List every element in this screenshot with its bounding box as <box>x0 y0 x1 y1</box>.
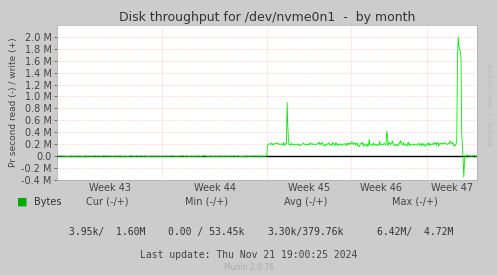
Text: 3.30k/379.76k: 3.30k/379.76k <box>267 227 344 237</box>
Text: 3.95k/  1.60M: 3.95k/ 1.60M <box>69 227 145 237</box>
Text: Bytes: Bytes <box>34 197 61 207</box>
Text: RRDTOOL / TOBI OETIKER: RRDTOOL / TOBI OETIKER <box>489 63 494 146</box>
Text: ■: ■ <box>17 197 28 207</box>
Text: Min (-/+): Min (-/+) <box>185 197 228 207</box>
Text: Avg (-/+): Avg (-/+) <box>284 197 328 207</box>
Title: Disk throughput for /dev/nvme0n1  -  by month: Disk throughput for /dev/nvme0n1 - by mo… <box>119 10 415 24</box>
Text: Last update: Thu Nov 21 19:00:25 2024: Last update: Thu Nov 21 19:00:25 2024 <box>140 250 357 260</box>
Y-axis label: Pr second read (-) / write (+): Pr second read (-) / write (+) <box>9 38 18 167</box>
Text: Max (-/+): Max (-/+) <box>392 197 438 207</box>
Text: 0.00 / 53.45k: 0.00 / 53.45k <box>168 227 245 237</box>
Text: 6.42M/  4.72M: 6.42M/ 4.72M <box>377 227 453 237</box>
Text: Cur (-/+): Cur (-/+) <box>85 197 128 207</box>
Text: Munin 2.0.76: Munin 2.0.76 <box>224 263 273 272</box>
